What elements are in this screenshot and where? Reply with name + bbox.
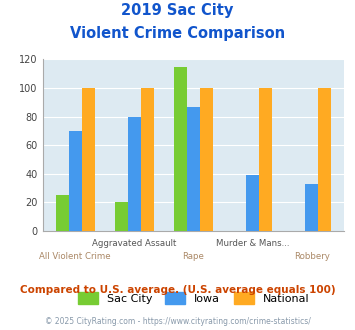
- Bar: [318, 88, 331, 231]
- Bar: [56, 195, 69, 231]
- Text: Violent Crime Comparison: Violent Crime Comparison: [70, 26, 285, 41]
- Bar: [200, 88, 213, 231]
- Text: Rape: Rape: [182, 252, 204, 261]
- Bar: [69, 131, 82, 231]
- Text: All Violent Crime: All Violent Crime: [39, 252, 111, 261]
- Text: Murder & Mans...: Murder & Mans...: [216, 239, 289, 248]
- Text: Compared to U.S. average. (U.S. average equals 100): Compared to U.S. average. (U.S. average …: [20, 285, 335, 295]
- Text: © 2025 CityRating.com - https://www.cityrating.com/crime-statistics/: © 2025 CityRating.com - https://www.city…: [45, 317, 310, 326]
- Text: 2019 Sac City: 2019 Sac City: [121, 3, 234, 18]
- Bar: [174, 67, 187, 231]
- Bar: [259, 88, 272, 231]
- Bar: [305, 184, 318, 231]
- Legend: Sac City, Iowa, National: Sac City, Iowa, National: [73, 288, 314, 308]
- Bar: [187, 107, 200, 231]
- Bar: [115, 202, 128, 231]
- Bar: [141, 88, 154, 231]
- Bar: [82, 88, 95, 231]
- Text: Robbery: Robbery: [294, 252, 330, 261]
- Bar: [128, 116, 141, 231]
- Text: Aggravated Assault: Aggravated Assault: [92, 239, 176, 248]
- Bar: [246, 175, 259, 231]
